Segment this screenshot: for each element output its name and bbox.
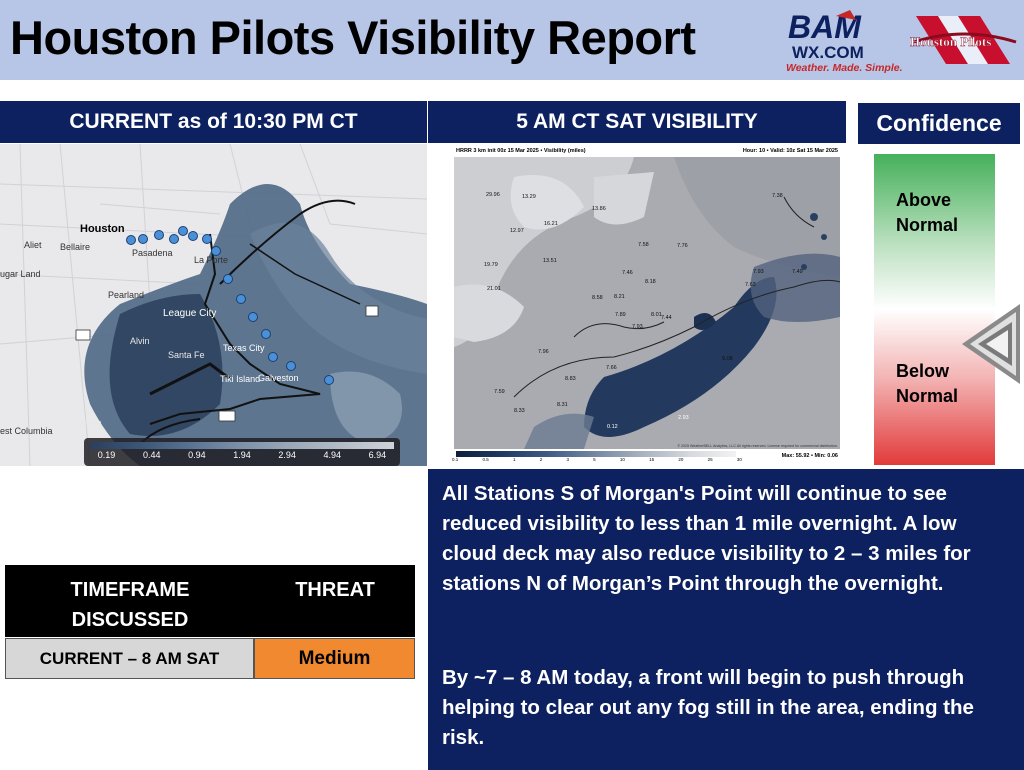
forecast-value: 19.79 (484, 262, 498, 268)
forecast-value: 7.93 (632, 324, 643, 330)
place-label: Bellaire (60, 242, 91, 252)
forecast-value: 7.59 (494, 389, 505, 395)
forecast-map-header-right: Hour: 10 • Valid: 10z Sat 15 Mar 2025 (742, 148, 838, 154)
confidence-above-label: Above Normal (896, 190, 959, 235)
forecast-value: 7.49 (792, 269, 803, 275)
current-map-graphic (0, 144, 427, 466)
legend-value: 6.94 (368, 450, 387, 460)
scale-label: 3 (566, 457, 569, 462)
forecast-value: 7.46 (622, 270, 633, 276)
forecast-value: 8.31 (557, 402, 568, 408)
legend-value: 4.94 (323, 450, 342, 460)
forecast-scale-labels: 0.1 0.5 1 2 3 5 10 15 20 25 30 (452, 457, 742, 462)
houston-pilots-logo-text: Houston Pilots (910, 34, 991, 49)
forecast-map-graphic (454, 157, 840, 449)
threat-header: THREAT (295, 579, 375, 601)
forecast-value: 13.86 (592, 206, 606, 212)
scale-label: 2 (539, 457, 543, 462)
place-label: Santa Fe (168, 350, 205, 360)
forecast-value: 0.12 (607, 424, 618, 430)
legend-value: 0.19 (97, 450, 116, 460)
report-header: Houston Pilots Visibility Report BAM WX.… (0, 0, 1024, 80)
scale-label: 10 (619, 457, 625, 462)
forecast-value: 7.38 (772, 193, 783, 199)
forecast-map-header-left: HRRR 3 km init 00z 15 Mar 2025 • Visibil… (456, 148, 586, 154)
bam-wx-logo: BAM WX.COM Weather. Made. Simple. (786, 9, 903, 74)
forecast-value: 21.01 (487, 286, 501, 292)
legend-value: 0.94 (188, 450, 206, 460)
place-label: Aliet (24, 240, 42, 250)
place-label: ugar Land (0, 269, 41, 279)
scale-label: 0.1 (452, 457, 459, 462)
place-label: est Columbia (0, 426, 53, 436)
forecast-value: 8.21 (614, 294, 625, 300)
place-label: Galveston (258, 373, 299, 383)
threat-level-badge: Medium (254, 638, 415, 679)
forecast-value: 8.18 (645, 279, 656, 285)
forecast-value: 29.96 (486, 192, 500, 198)
forecast-value: 8.83 (565, 376, 576, 382)
forecast-value: 8.33 (514, 408, 525, 414)
place-label: Pasadena (132, 248, 173, 258)
scale-label: 5 (593, 457, 596, 462)
current-map-legend: 0.19 0.44 0.94 1.94 2.94 4.94 6.94 (84, 438, 400, 466)
discussion-panel: All Stations S of Morgan's Point will co… (428, 469, 1024, 770)
forecast-value: 7.96 (538, 349, 549, 355)
confidence-pointer-icon (962, 304, 1020, 384)
forecast-panel-title: 5 AM CT SAT VISIBILITY (428, 101, 846, 143)
forecast-value: 9.08 (722, 356, 733, 362)
forecast-value: 2.93 (678, 415, 689, 421)
forecast-value: 16.21 (544, 221, 558, 227)
legend-value: 2.94 (278, 450, 296, 460)
forecast-value: 7.76 (677, 243, 688, 249)
forecast-value: 7.63 (745, 282, 756, 288)
forecast-map-copyright: © 2025 WeatherBELL Analytics, LLC All ri… (677, 444, 838, 448)
forecast-scale-bar (456, 451, 736, 457)
houston-pilots-logo: Houston Pilots (910, 16, 1017, 64)
legend-value: 0.44 (142, 450, 161, 460)
place-label: La Porte (194, 255, 229, 265)
forecast-visibility-map: HRRR 3 km init 00z 15 Mar 2025 • Visibil… (452, 144, 842, 466)
forecast-value: 8.01 (651, 312, 662, 318)
confidence-below-label: Below Normal (896, 361, 959, 406)
timeframe-cell: CURRENT – 8 AM SAT (5, 638, 254, 679)
timeframe-header: TIMEFRAME DISCUSSED (70, 579, 190, 631)
scale-label: 15 (649, 457, 655, 462)
forecast-value: 7.66 (606, 365, 617, 371)
legend-value: 1.94 (233, 450, 251, 460)
forecast-value: 13.51 (543, 258, 557, 264)
forecast-value: 7.58 (638, 242, 649, 248)
scale-label: 20 (678, 457, 684, 462)
forecast-value: 12.97 (510, 228, 524, 234)
current-panel-title: CURRENT as of 10:30 PM CT (0, 101, 427, 143)
forecast-value: 13.29 (522, 194, 536, 200)
forecast-value: 7.93 (753, 269, 764, 275)
forecast-value: 7.89 (615, 312, 626, 318)
discussion-paragraph-2: By ~7 – 8 AM today, a front will begin t… (442, 666, 974, 749)
threat-table-header: TIMEFRAME DISCUSSED THREAT (5, 565, 415, 637)
place-label: Tiki Island (220, 374, 261, 384)
place-label: League City (163, 308, 217, 319)
forecast-value: 8.58 (592, 295, 603, 301)
confidence-title: Confidence (858, 103, 1020, 144)
scale-label: 0.5 (482, 457, 489, 462)
discussion-paragraph-1: All Stations S of Morgan's Point will co… (442, 482, 971, 595)
place-label: Pearland (108, 290, 145, 300)
place-label: Houston (80, 223, 125, 235)
scale-label: 1 (512, 457, 516, 462)
forecast-max-min: Max: 55.92 • Min: 0.06 (781, 453, 838, 459)
forecast-value: 7.44 (661, 315, 672, 321)
report-title: Houston Pilots Visibility Report (10, 11, 696, 64)
place-label: Angleton (66, 418, 102, 428)
place-label: Alvin (130, 336, 150, 346)
place-label: Texas City (223, 343, 265, 353)
scale-label: 25 (707, 457, 713, 462)
current-visibility-map: Houston Aliet Bellaire Pasadena Pearland… (0, 144, 427, 466)
confidence-gauge: Above Normal Below Normal (874, 154, 995, 465)
scale-label: 30 (736, 457, 742, 462)
bam-logo-sub: WX.COM (792, 43, 864, 62)
bam-logo-tagline: Weather. Made. Simple. (786, 62, 903, 74)
forecast-values-layer: 29.96 13.29 13.86 12.97 16.21 7.38 19.79… (452, 144, 842, 444)
